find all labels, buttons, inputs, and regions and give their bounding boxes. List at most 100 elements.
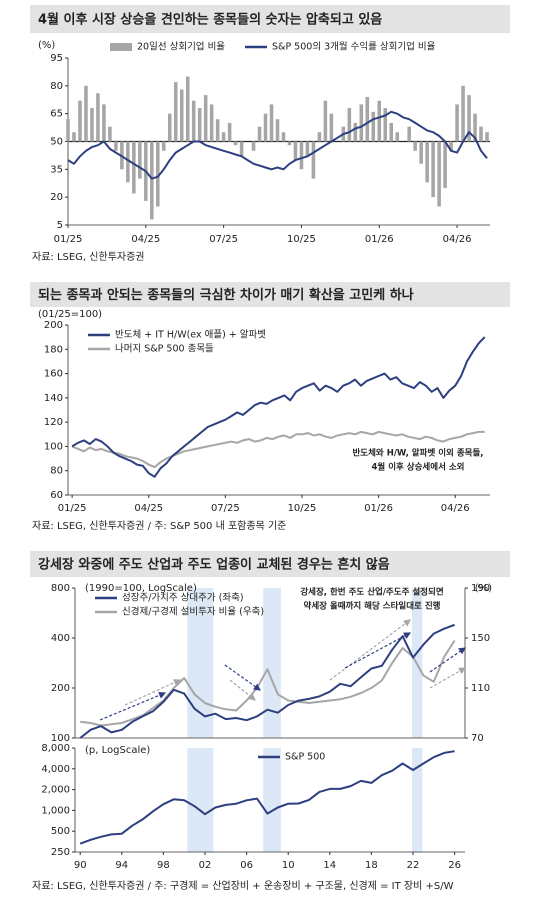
y-tick-label: 180: [44, 344, 63, 355]
y-tick-label: 100: [51, 733, 70, 744]
x-tick-label: 02: [199, 860, 212, 871]
legend-label: 신경제/구경제 설비투자 비율 (우축): [122, 606, 264, 618]
bar: [461, 85, 465, 142]
y-tick-label: 65: [50, 109, 63, 120]
bar: [425, 141, 429, 183]
bar: [281, 132, 286, 142]
y-tick-label: 5: [57, 220, 63, 231]
line-series: [67, 110, 488, 180]
y-tick-label: 160: [44, 369, 63, 380]
annotation: 4월 이후 상승세에서 소외: [372, 462, 465, 473]
legend-label: S&P 500: [285, 752, 325, 763]
y-tick-label: 2,000: [41, 785, 70, 796]
annotation: 약세장 올때까지 해당 스타일대로 진행: [304, 601, 441, 612]
bar: [102, 104, 106, 142]
bar: [473, 113, 477, 142]
highlight-band: [187, 748, 214, 852]
bar: [467, 95, 471, 142]
y2-unit: (%): [475, 583, 492, 594]
bar: [156, 141, 160, 207]
bar: [269, 104, 274, 142]
arrow: [229, 679, 256, 701]
bar: [383, 108, 388, 142]
x-tick-label: 98: [157, 860, 170, 871]
bar: [437, 141, 441, 207]
line-series: [79, 623, 455, 739]
bar: [365, 96, 370, 142]
bar: [78, 100, 82, 142]
source-note: 자료: LSEG, 신한투자증권 / 주: 구경제 = 산업장비 + 운송장비 …: [32, 879, 454, 892]
y-unit: (%): [38, 40, 55, 51]
y2-tick-label: 110: [471, 683, 490, 694]
bar: [239, 141, 244, 157]
bar: [371, 111, 376, 142]
x-tick-label: 26: [448, 860, 461, 871]
trend-arrows: [99, 619, 467, 721]
bar: [185, 76, 190, 142]
bar: [132, 141, 136, 194]
x-tick-label: 04/26: [443, 234, 472, 245]
bar: [90, 108, 94, 142]
bar: [323, 100, 328, 142]
source-note: 자료: LSEG, 신한투자증권 / 주: S&P 500 내 포함종목 기준: [32, 520, 286, 532]
bar: [84, 85, 88, 142]
legend-label: 반도체 + IT H/W(ex 애플) + 알파벳: [115, 330, 266, 341]
bar: [233, 141, 238, 146]
bar: [114, 141, 118, 151]
y-unit: (1990=100, LogScale): [85, 583, 197, 594]
highlight-band: [263, 588, 281, 738]
bar: [221, 132, 226, 142]
source-note: 자료: LSEG, 신한투자증권: [32, 251, 145, 263]
y-unit: (01/25=100): [38, 309, 102, 320]
line-series: [71, 336, 486, 478]
bar: [311, 141, 316, 179]
y2-tick-label: 150: [471, 633, 490, 644]
y-tick-label: 60: [50, 490, 63, 501]
bar: [395, 132, 400, 142]
arrow: [99, 691, 167, 721]
annotation: 반도체와 H/W, 알파벳 이외 종목들,: [352, 448, 483, 459]
y-tick-label: 100: [44, 441, 63, 452]
arrow: [344, 632, 412, 669]
y-tick-label: 4,000: [41, 764, 70, 775]
bar: [353, 122, 358, 142]
bar: [108, 126, 112, 142]
x-tick-label: 07/25: [211, 503, 240, 514]
bar: [215, 119, 220, 142]
bar: [299, 141, 304, 170]
legend-label: 나머지 S&P 500 종목들: [115, 344, 214, 355]
x-tick-label: 10/25: [287, 234, 316, 245]
y-tick-label: 95: [50, 53, 63, 64]
x-tick-label: 94: [115, 860, 128, 871]
bar: [287, 141, 292, 146]
x-tick-label: 10/25: [288, 503, 317, 514]
bar: [389, 122, 394, 142]
bar: [419, 141, 423, 164]
x-tick-label: 01/25: [54, 234, 83, 245]
bar: [431, 141, 435, 198]
x-tick-label: 01/26: [364, 503, 393, 514]
x-tick-label: 14: [323, 860, 336, 871]
bar: [150, 141, 154, 220]
highlight-band: [411, 748, 423, 852]
bar: [377, 100, 382, 142]
y-tick-label: 120: [44, 417, 63, 428]
section-title: 4월 이후 시장 상승을 견인하는 종목들의 숫자는 압축되고 있음: [38, 12, 382, 28]
bar: [293, 141, 298, 161]
bar: [275, 119, 280, 142]
bar: [227, 122, 232, 142]
bar: [197, 108, 202, 142]
line-series: [79, 750, 455, 845]
y-tick-label: 20: [50, 192, 63, 203]
bar: [257, 126, 262, 142]
legend-label: S&P 500의 3개월 수익률 상회기업 비율: [272, 41, 436, 53]
x-tick-label: 10: [282, 860, 295, 871]
bar: [72, 132, 76, 142]
y2-tick-label: 190: [471, 583, 490, 594]
y-unit: (p, LogScale): [85, 745, 150, 756]
legend-swatch: [110, 43, 132, 51]
x-tick-label: 04/26: [441, 503, 470, 514]
y-tick-label: 200: [44, 320, 63, 331]
bar: [191, 100, 196, 142]
arrow: [124, 679, 182, 706]
